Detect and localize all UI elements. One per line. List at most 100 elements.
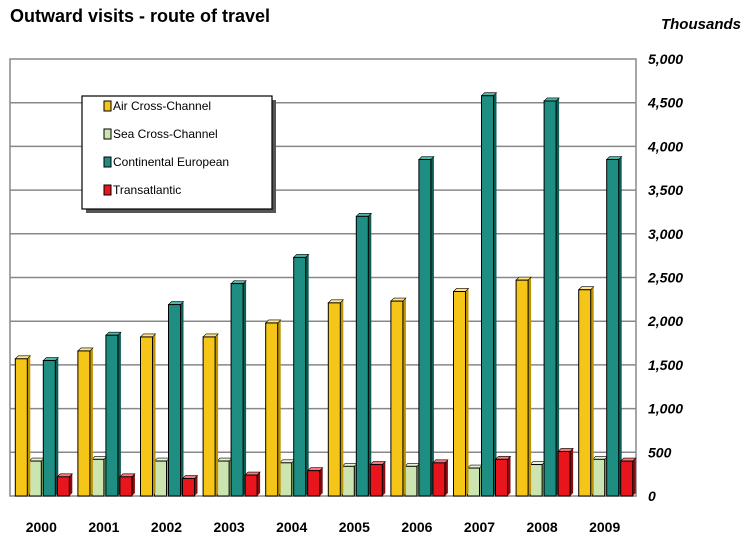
bar-continental-european-2009 [606, 159, 620, 497]
legend-label: Transatlantic [113, 183, 181, 197]
y-tick-label: 3,000 [648, 226, 683, 242]
x-tick-label: 2009 [589, 519, 620, 535]
bar-side [257, 472, 261, 496]
bar-side [430, 156, 434, 496]
bar-air-cross-channel-2005 [327, 302, 341, 497]
bar-side [590, 286, 594, 496]
bar-air-cross-channel-2008 [515, 279, 529, 497]
bar-side [368, 213, 372, 496]
x-tick-label: 2002 [151, 519, 182, 535]
bar-side [528, 277, 532, 496]
bar-side [131, 473, 135, 496]
bar-continental-european-2006 [418, 159, 432, 497]
bar-sea-cross-channel-2008 [529, 464, 543, 497]
bar-continental-european-2002 [168, 304, 181, 497]
x-tick-label: 2008 [527, 519, 558, 535]
x-tick-label: 2006 [401, 519, 432, 535]
bar-continental-european-2005 [355, 215, 369, 497]
bar-transatlantic-2000 [56, 476, 70, 497]
bar-air-cross-channel-2009 [578, 289, 592, 497]
x-tick-label: 2003 [214, 519, 245, 535]
bar-side [69, 473, 73, 496]
bar-side [180, 301, 184, 496]
bar-side [402, 298, 406, 496]
bar-air-cross-channel-2000 [14, 358, 28, 497]
bar-side [570, 448, 574, 496]
bar-sea-cross-channel-2007 [467, 467, 480, 497]
x-tick-label: 2007 [464, 519, 495, 535]
bar-air-cross-channel-2004 [265, 322, 279, 497]
bar-continental-european-2003 [230, 283, 244, 497]
bar-continental-european-2008 [543, 100, 557, 497]
bar-transatlantic-2003 [244, 474, 258, 497]
chart-title: Outward visits - route of travel [10, 6, 271, 26]
bar-side [493, 92, 497, 496]
legend-label: Continental European [113, 155, 229, 169]
bar-sea-cross-channel-2002 [154, 460, 167, 497]
legend-label: Air Cross-Channel [113, 99, 211, 113]
bar-side [89, 347, 93, 496]
bar-sea-cross-channel-2006 [404, 465, 418, 497]
y-tick-label: 0 [648, 488, 656, 504]
bar-transatlantic-2008 [557, 450, 571, 497]
legend-box [81, 95, 273, 210]
x-tick-label: 2000 [26, 519, 57, 535]
bar-air-cross-channel-2006 [390, 300, 404, 497]
x-tick-label: 2004 [276, 519, 307, 535]
bar-sea-cross-channel-2000 [28, 460, 42, 497]
y-tick-label: 5,000 [648, 51, 683, 67]
bar-side [152, 333, 156, 496]
bar-side [556, 97, 560, 497]
bar-side [277, 319, 281, 496]
legend-swatch-icon [103, 156, 112, 168]
bar-transatlantic-2001 [119, 476, 133, 497]
bar-transatlantic-2007 [495, 458, 508, 497]
bar-air-cross-channel-2007 [453, 290, 466, 497]
y-tick-label: 4,000 [647, 138, 683, 154]
bar-side [340, 299, 344, 496]
y-tick-label: 3,500 [648, 182, 683, 198]
y-axis-ticks: 0 500 1,000 1,500 2,000 2,500 3,000 3,500 4,000 4… [647, 51, 683, 504]
bar-side [618, 156, 622, 496]
bar-air-cross-channel-2001 [77, 350, 91, 497]
legend-swatch-icon [103, 100, 112, 112]
bar-side [117, 332, 121, 496]
y-tick-label: 500 [648, 444, 672, 460]
bar-side [444, 459, 448, 496]
bar-sea-cross-channel-2009 [592, 458, 606, 497]
bar-side [305, 254, 309, 496]
legend-swatch-icon [103, 184, 112, 196]
bar-transatlantic-2005 [369, 464, 383, 497]
legend-swatch-icon [103, 128, 112, 140]
bar-sea-cross-channel-2004 [279, 462, 293, 497]
legend: Air Cross-Channel Sea Cross-Channel Contin… [81, 95, 276, 213]
bar-side [55, 357, 59, 496]
y-tick-label: 2,500 [647, 270, 683, 286]
bar-transatlantic-2002 [182, 478, 195, 497]
x-tick-label: 2001 [88, 519, 119, 535]
x-tick-label: 2005 [339, 519, 370, 535]
bar-air-cross-channel-2002 [140, 336, 153, 497]
y-tick-label: 4,500 [647, 95, 683, 111]
bar-continental-european-2007 [481, 95, 494, 497]
bar-continental-european-2004 [293, 256, 307, 497]
bar-side [215, 333, 219, 496]
bar-continental-european-2000 [42, 360, 56, 497]
bar-side [319, 467, 323, 496]
bars [14, 92, 637, 497]
legend-label: Sea Cross-Channel [113, 127, 218, 141]
bar-air-cross-channel-2003 [202, 336, 216, 497]
bar-side [243, 280, 247, 496]
y-tick-label: 2,000 [647, 313, 683, 329]
bar-side [632, 458, 636, 496]
bar-side [382, 461, 386, 496]
bar-sea-cross-channel-2001 [91, 458, 105, 497]
bar-side [507, 456, 511, 496]
bar-side [194, 475, 198, 496]
bar-continental-european-2001 [105, 334, 119, 497]
bar-sea-cross-channel-2003 [216, 460, 230, 497]
bar-transatlantic-2004 [307, 470, 321, 497]
bar-side [465, 288, 469, 496]
x-axis-ticks: 2000 2001 2002 2003 2004 2005 2006 2007 2008 2009 [26, 519, 621, 535]
